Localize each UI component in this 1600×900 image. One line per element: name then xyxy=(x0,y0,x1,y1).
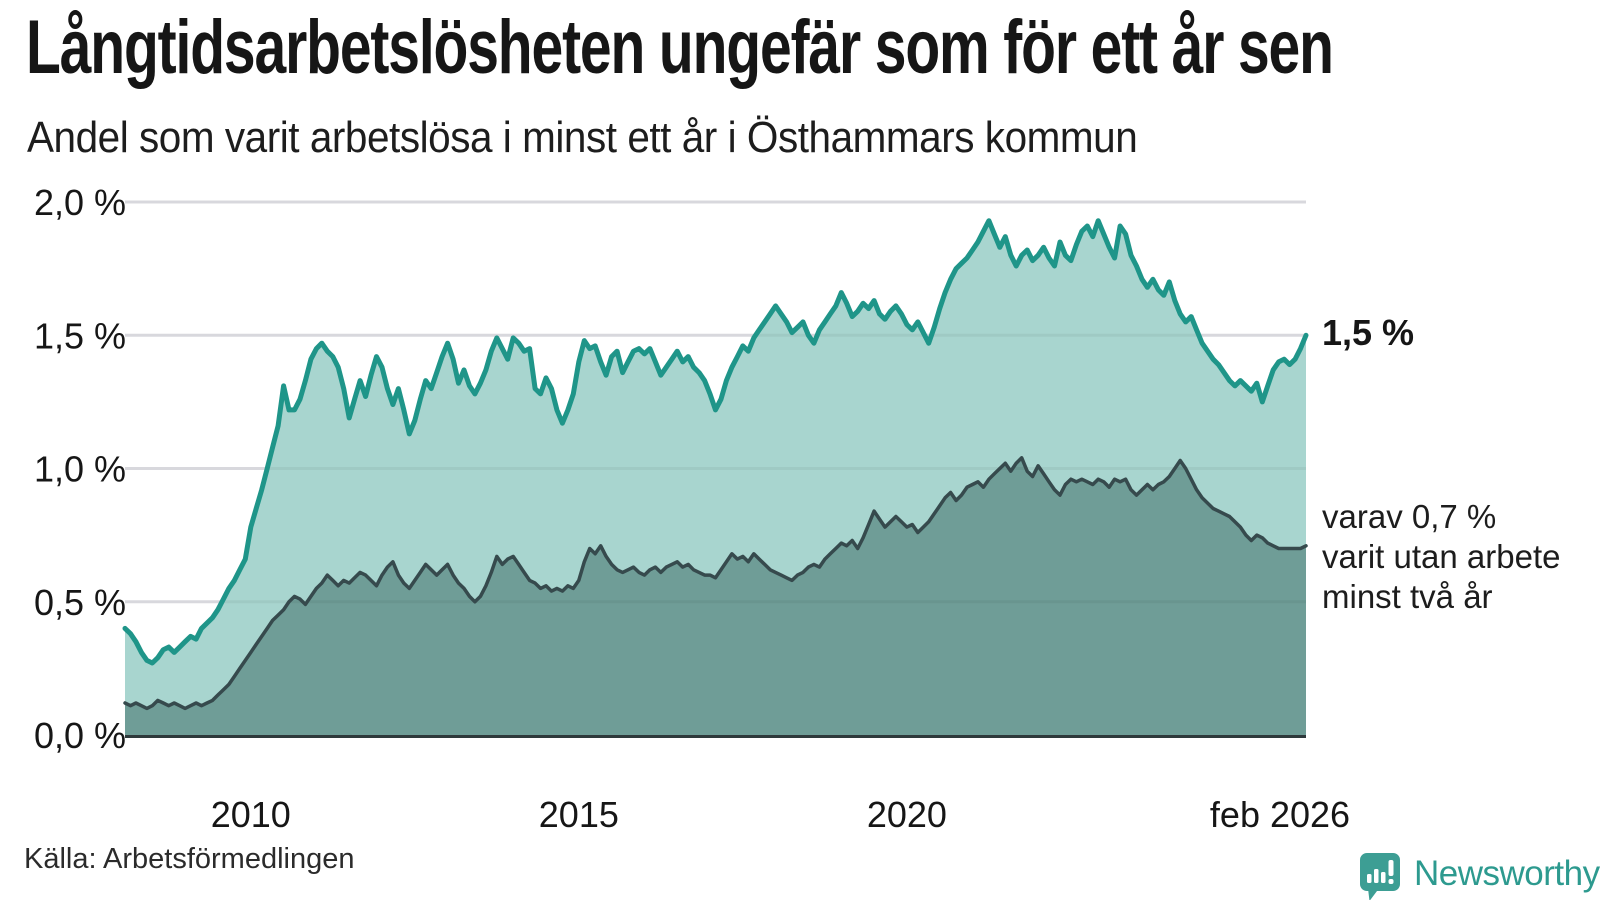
y-axis-tick-label: 0,5 % xyxy=(34,582,126,623)
x-axis-tick-label: 2015 xyxy=(539,794,619,835)
y-axis-tick-label: 2,0 % xyxy=(34,182,126,223)
y-axis-tick-label: 1,5 % xyxy=(34,315,126,356)
x-axis-tick-label: 2020 xyxy=(867,794,947,835)
total-end-value-label: 1,5 % xyxy=(1322,312,1415,353)
newsworthy-logo[interactable]: Newsworthy xyxy=(1360,852,1600,900)
newsworthy-bubble-chart-icon xyxy=(1360,852,1400,900)
page-title: Långtidsarbetslösheten ungefär som för e… xyxy=(26,5,1334,90)
y-axis-tick-label: 0,0 % xyxy=(34,715,126,756)
source-label: Källa: Arbetsförmedlingen xyxy=(24,843,355,875)
x-axis-tick-label: feb 2026 xyxy=(1210,794,1350,835)
x-axis-tick-label: 2010 xyxy=(211,794,291,835)
sub-area-fill xyxy=(125,457,1306,735)
newsworthy-wordmark: Newsworthy xyxy=(1414,854,1600,893)
page-subtitle: Andel som varit arbetslösa i minst ett å… xyxy=(27,113,1138,162)
y-axis-tick-label: 1,0 % xyxy=(34,449,126,490)
sub-series-end-annotation: varav 0,7 % varit utan arbete minst två … xyxy=(1322,498,1561,615)
total-series-line xyxy=(122,218,1309,666)
sub-series-line xyxy=(123,456,1308,711)
